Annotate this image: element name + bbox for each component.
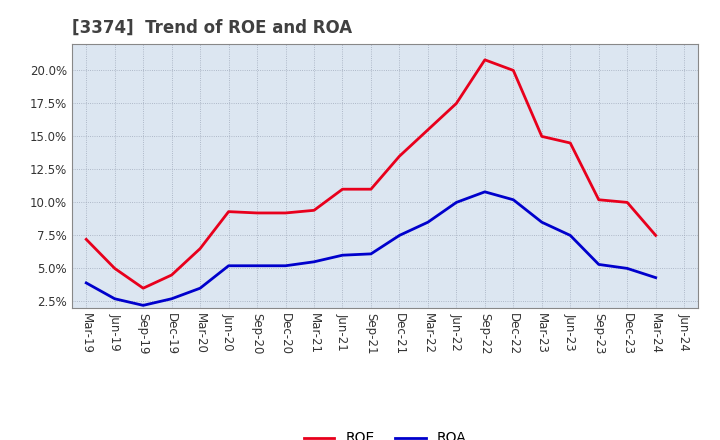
- Legend: ROE, ROA: ROE, ROA: [298, 426, 472, 440]
- ROA: [509, 197, 518, 202]
- ROA: [253, 263, 261, 268]
- ROE: [253, 210, 261, 216]
- ROA: [366, 251, 375, 257]
- ROE: [196, 246, 204, 251]
- ROE: [395, 154, 404, 159]
- ROE: [310, 208, 318, 213]
- ROA: [225, 263, 233, 268]
- Line: ROE: ROE: [86, 60, 656, 288]
- ROE: [623, 200, 631, 205]
- ROE: [338, 187, 347, 192]
- ROE: [595, 197, 603, 202]
- ROA: [623, 266, 631, 271]
- ROE: [480, 57, 489, 62]
- ROE: [652, 233, 660, 238]
- ROE: [452, 101, 461, 106]
- ROA: [196, 286, 204, 291]
- ROA: [395, 233, 404, 238]
- ROA: [282, 263, 290, 268]
- ROA: [537, 220, 546, 225]
- ROA: [167, 296, 176, 301]
- ROA: [652, 275, 660, 280]
- ROA: [423, 220, 432, 225]
- ROA: [452, 200, 461, 205]
- Line: ROA: ROA: [86, 192, 656, 305]
- ROE: [566, 140, 575, 146]
- ROE: [139, 286, 148, 291]
- ROE: [366, 187, 375, 192]
- ROA: [480, 189, 489, 194]
- ROA: [110, 296, 119, 301]
- ROA: [595, 262, 603, 267]
- Text: [3374]  Trend of ROE and ROA: [3374] Trend of ROE and ROA: [72, 19, 352, 37]
- ROA: [82, 280, 91, 286]
- ROE: [509, 68, 518, 73]
- ROA: [310, 259, 318, 264]
- ROE: [423, 127, 432, 132]
- ROE: [110, 266, 119, 271]
- ROA: [338, 253, 347, 258]
- ROA: [566, 233, 575, 238]
- ROE: [82, 237, 91, 242]
- ROE: [537, 134, 546, 139]
- ROE: [282, 210, 290, 216]
- ROE: [225, 209, 233, 214]
- ROA: [139, 303, 148, 308]
- ROE: [167, 272, 176, 278]
